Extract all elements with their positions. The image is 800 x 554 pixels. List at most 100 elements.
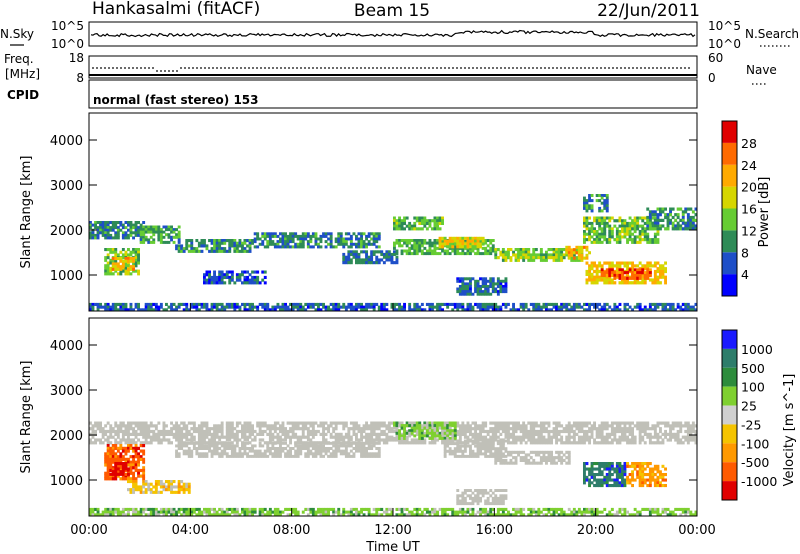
heatmap-cell <box>352 421 356 425</box>
heatmap-cell <box>200 432 204 436</box>
heatmap-cell <box>638 276 642 280</box>
heatmap-cell <box>296 452 300 456</box>
heatmap-cell <box>501 250 505 254</box>
heatmap-cell <box>603 438 607 442</box>
heatmap-cell <box>195 247 199 251</box>
heatmap-cell <box>352 432 356 436</box>
heatmap-cell <box>420 239 424 242</box>
heatmap-cell <box>451 249 455 253</box>
heatmap-cell <box>182 444 186 448</box>
heatmap-cell <box>595 199 599 203</box>
heatmap-cell <box>230 447 234 450</box>
heatmap-cell <box>134 444 138 448</box>
heatmap-cell <box>577 429 581 434</box>
heatmap-cell <box>91 236 95 240</box>
heatmap-cell <box>377 258 381 262</box>
heatmap-cell <box>279 429 282 434</box>
heatmap-cell <box>89 231 92 235</box>
heatmap-cell <box>408 227 412 231</box>
heatmap-cell <box>446 436 450 440</box>
heatmap-cell <box>271 427 275 431</box>
heatmap-cell <box>357 447 361 450</box>
heatmap-cell <box>104 221 108 224</box>
heatmap-cell <box>137 253 140 257</box>
heatmap-cell <box>304 441 308 445</box>
heatmap-cell <box>669 308 672 312</box>
heatmap-cell <box>618 276 622 280</box>
heatmap-cell <box>273 447 277 450</box>
heatmap-cell <box>347 245 351 249</box>
heatmap-cell <box>175 449 178 453</box>
heatmap-cell <box>99 421 102 425</box>
heatmap-cell <box>114 226 118 230</box>
heatmap-cell <box>258 449 262 453</box>
heatmap-cell <box>463 454 467 458</box>
heatmap-cell <box>241 452 244 456</box>
heatmap-cell <box>289 237 292 241</box>
heatmap-cell <box>137 432 140 436</box>
colorbar-swatch <box>722 274 737 296</box>
freq-left-tick-bottom: 8 <box>76 71 84 85</box>
heatmap-cell <box>342 240 346 244</box>
heatmap-cell <box>623 261 627 265</box>
heatmap-cell <box>266 441 270 445</box>
heatmap-cell <box>418 308 422 312</box>
heatmap-cell <box>598 199 602 203</box>
heatmap-cell <box>235 247 239 251</box>
heatmap-cell <box>253 232 257 236</box>
heatmap-cell <box>114 221 118 224</box>
heatmap-cell <box>215 427 219 431</box>
heatmap-cell <box>349 454 353 458</box>
heatmap-cell <box>223 441 227 445</box>
heatmap-cell <box>127 463 130 467</box>
heatmap-cell <box>489 439 493 443</box>
heatmap-cell <box>172 435 176 439</box>
heatmap-cell <box>129 446 133 450</box>
heatmap-cell <box>251 432 254 436</box>
heatmap-cell <box>294 449 298 453</box>
heatmap-cell <box>187 244 191 248</box>
heatmap-cell <box>382 308 386 312</box>
heatmap-cell <box>461 245 465 249</box>
heatmap-cell <box>317 441 320 445</box>
heatmap-cell <box>142 230 146 234</box>
heatmap-cell <box>676 441 680 445</box>
heatmap-cell <box>99 231 102 235</box>
heatmap-cell <box>142 477 146 481</box>
heatmap-cell <box>425 302 429 306</box>
heatmap-cell <box>469 302 472 306</box>
heatmap-cell <box>119 221 123 224</box>
heatmap-cell <box>691 210 695 214</box>
heatmap-cell <box>595 305 599 309</box>
heatmap-cell <box>689 227 693 231</box>
heatmap-cell <box>144 228 148 232</box>
heatmap-cell <box>659 272 662 276</box>
heatmap-cell <box>334 441 338 445</box>
heatmap-cell <box>314 302 318 306</box>
heatmap-cell <box>296 449 300 453</box>
heatmap-cell <box>659 224 662 228</box>
heatmap-cell <box>159 233 163 237</box>
heatmap-cell <box>443 239 447 243</box>
heatmap-cell <box>476 444 480 448</box>
heatmap-cell <box>296 237 300 241</box>
heatmap-cell <box>334 452 338 456</box>
heatmap-cell <box>129 488 133 492</box>
heatmap-cell <box>106 446 110 450</box>
heatmap-cell <box>600 230 604 234</box>
heatmap-cell <box>555 302 558 306</box>
heatmap-cell <box>182 488 186 492</box>
heatmap-cell <box>484 454 488 458</box>
heatmap-cell <box>121 455 125 459</box>
heatmap-cell <box>638 424 642 428</box>
heatmap-cell <box>481 308 485 312</box>
heatmap-cell <box>684 429 688 434</box>
heatmap-cell <box>192 435 196 439</box>
heatmap-cell <box>279 435 282 439</box>
heatmap-cell <box>177 485 181 489</box>
heatmap-cell <box>621 230 624 234</box>
freq-dot <box>124 67 126 69</box>
heatmap-cell <box>147 240 151 244</box>
heatmap-cell <box>235 438 239 442</box>
heatmap-cell <box>633 435 637 439</box>
